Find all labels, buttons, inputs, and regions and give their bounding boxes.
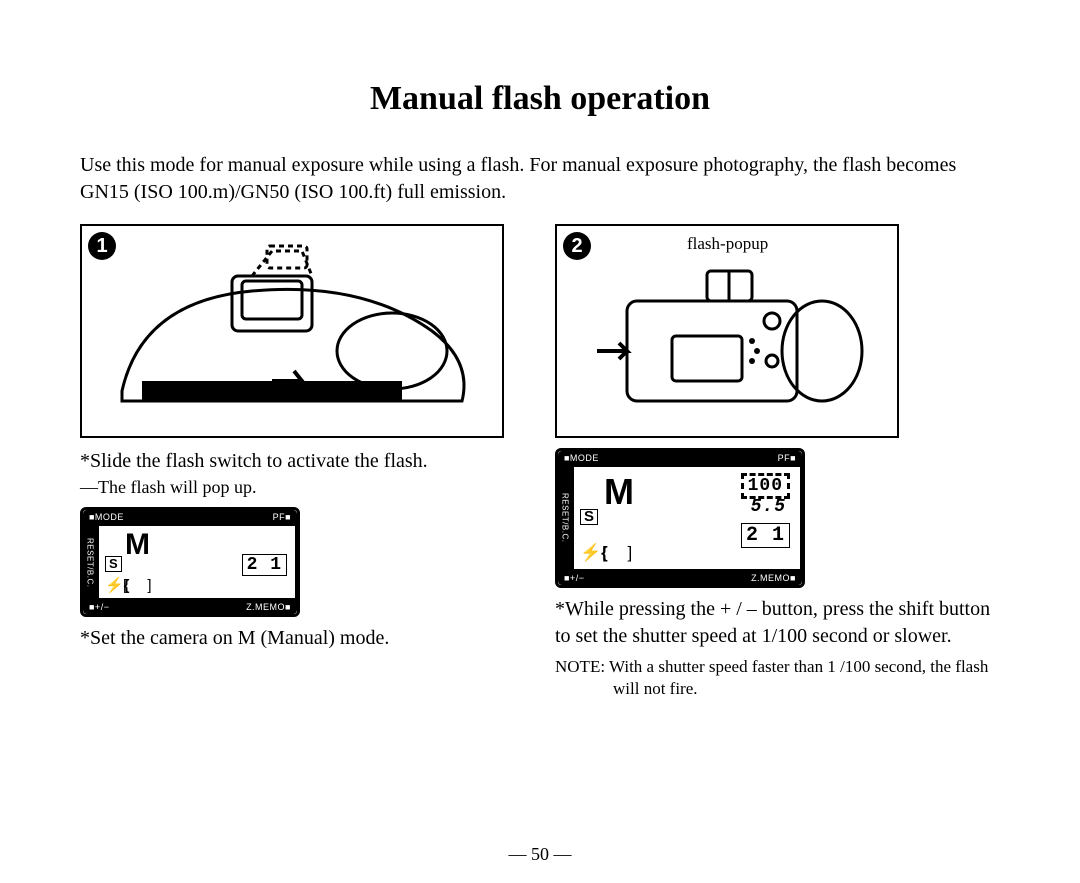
lcd2-counter: 2 1 (741, 523, 790, 548)
lcd1-top-left: ■MODE (89, 512, 124, 522)
right-column: 2 flash-popup (555, 224, 1000, 700)
two-column-layout: 1 (80, 224, 1000, 700)
step2-text: *Set the camera on M (Manual) mode. (80, 625, 525, 652)
lcd2-bottom-right: Z.MEMO■ (751, 573, 796, 583)
lcd2-inner: M S ⚡{ [ ] 100 5.5 2 1 (572, 465, 802, 571)
note-text: NOTE: With a shutter speed faster than 1… (555, 656, 1000, 700)
lcd2-aperture: 5.5 (747, 497, 790, 517)
page-title: Manual flash operation (80, 80, 1000, 118)
lcd2-mode: M (604, 471, 634, 513)
lcd2-bottom-left: ■+/− (564, 573, 584, 583)
lcd1-bottom-right: Z.MEMO■ (246, 602, 291, 612)
step1-line2: —The flash will pop up. (80, 475, 525, 499)
camera-back-sketch (557, 226, 897, 436)
lcd1-side: RESET/B.C. (83, 524, 97, 600)
right-step-text: *While pressing the + / – button, press … (555, 596, 1000, 650)
camera-top-sketch (82, 226, 502, 436)
step1-text: *Slide the flash switch to activate the … (80, 448, 525, 499)
lcd-display-1: ■MODE PF■ RESET/B.C. M S ⚡{ [ ] 2 1 ■+/−… (80, 507, 300, 617)
lcd1-top-bar: ■MODE PF■ (83, 510, 297, 524)
page-number: — 50 — (0, 844, 1080, 865)
lcd1-counter: 2 1 (242, 554, 287, 576)
lcd2-top-bar: ■MODE PF■ (558, 451, 802, 465)
figure-1: 1 (80, 224, 504, 438)
lcd2-bottom-bar: ■+/− Z.MEMO■ (558, 571, 802, 585)
figure-2: 2 flash-popup (555, 224, 899, 438)
lcd1-bottom-bar: ■+/− Z.MEMO■ (83, 600, 297, 614)
lcd1-top-right: PF■ (273, 512, 291, 522)
lcd2-bracket: [ ] (602, 543, 640, 563)
lcd-display-2: ■MODE PF■ RESET/B.C. M S ⚡{ [ ] 100 5.5 … (555, 448, 805, 588)
lcd1-mode: M (125, 528, 150, 562)
manual-page: Manual flash operation Use this mode for… (0, 0, 1080, 883)
lcd2-top-right: PF■ (778, 453, 796, 463)
intro-paragraph: Use this mode for manual exposure while … (80, 152, 1000, 206)
step1-line1: *Slide the flash switch to activate the … (80, 448, 525, 475)
lcd2-s: S (580, 509, 598, 525)
left-column: 1 (80, 224, 525, 700)
lcd1-s: S (105, 556, 122, 572)
lcd2-side: RESET/B.C. (558, 465, 572, 571)
lcd1-inner: M S ⚡{ [ ] 2 1 (97, 524, 297, 600)
lcd1-bottom-left: ■+/− (89, 602, 109, 612)
lcd2-shutter: 100 (741, 473, 790, 499)
lcd2-top-left: ■MODE (564, 453, 599, 463)
lcd1-bracket: [ ] (123, 577, 160, 594)
